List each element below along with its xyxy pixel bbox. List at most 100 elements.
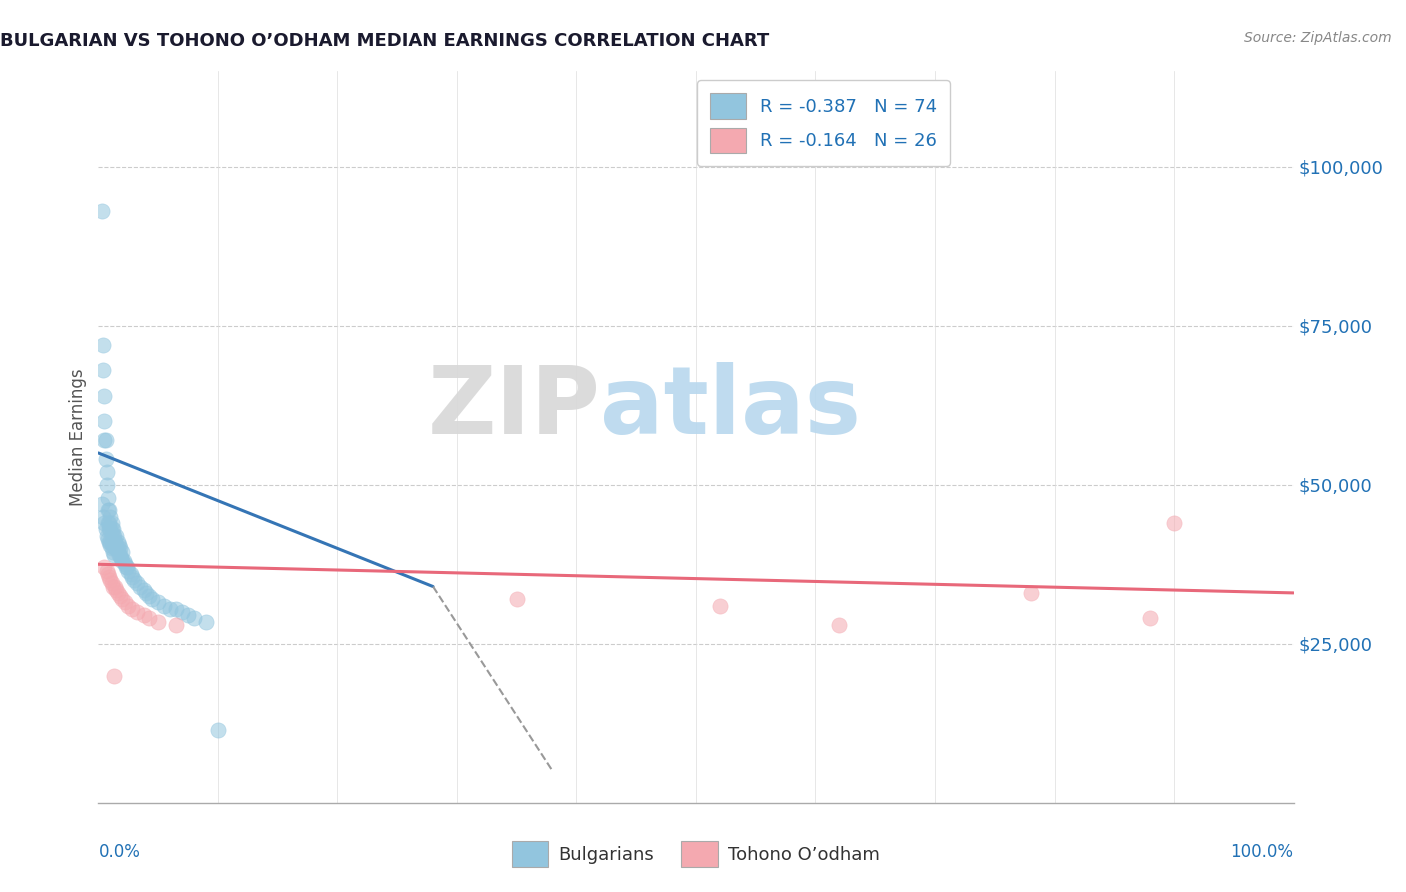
Point [183, 611, 205, 625]
Point [194, 615, 217, 629]
Point [138, 589, 160, 603]
Point [97, 503, 120, 517]
Point [103, 668, 125, 682]
Text: ZIP: ZIP [427, 362, 600, 454]
Point [98, 509, 122, 524]
Point [98, 503, 121, 517]
Text: BULGARIAN VS TOHONO O’ODHAM MEDIAN EARNINGS CORRELATION CHART: BULGARIAN VS TOHONO O’ODHAM MEDIAN EARNI… [0, 32, 769, 50]
Point [104, 535, 127, 549]
Point [103, 548, 125, 562]
Point [101, 529, 124, 543]
Point [159, 602, 181, 616]
Point [98, 522, 121, 536]
Text: atlas: atlas [600, 362, 862, 454]
Point [828, 617, 851, 632]
Point [91, 204, 114, 219]
Point [101, 544, 124, 558]
Point [104, 580, 127, 594]
Point [93, 389, 115, 403]
Point [96, 465, 118, 479]
Text: 0.0%: 0.0% [98, 843, 141, 861]
Point [165, 602, 187, 616]
Point [100, 576, 122, 591]
Point [115, 560, 138, 574]
Legend: Bulgarians, Tohono O’odham: Bulgarians, Tohono O’odham [505, 834, 887, 874]
Point [141, 592, 163, 607]
Point [107, 538, 129, 552]
Point [100, 516, 122, 530]
Point [101, 580, 124, 594]
Point [93, 434, 115, 448]
Point [97, 516, 120, 530]
Point [172, 605, 194, 619]
Point [165, 617, 187, 632]
Point [107, 548, 129, 562]
Point [135, 586, 157, 600]
Point [111, 544, 134, 558]
Point [132, 582, 155, 597]
Point [112, 554, 135, 568]
Point [98, 516, 121, 530]
Point [98, 573, 122, 587]
Point [100, 522, 122, 536]
Point [138, 611, 160, 625]
Point [103, 529, 125, 543]
Point [1163, 516, 1185, 530]
Point [207, 723, 229, 737]
Point [124, 573, 146, 587]
Point [125, 576, 148, 591]
Point [110, 550, 132, 565]
Point [100, 535, 122, 549]
Point [108, 548, 131, 562]
Point [111, 554, 134, 568]
Point [97, 532, 120, 546]
Point [93, 560, 115, 574]
Point [107, 535, 129, 549]
Point [105, 541, 128, 556]
Point [96, 564, 118, 578]
Point [96, 529, 118, 543]
Point [177, 608, 200, 623]
Point [129, 580, 152, 594]
Point [91, 363, 114, 377]
Point [96, 477, 118, 491]
Point [94, 452, 117, 467]
Point [148, 615, 170, 629]
Point [101, 538, 124, 552]
Point [121, 602, 143, 616]
Point [709, 599, 731, 613]
Point [98, 522, 122, 536]
Point [117, 564, 139, 578]
Point [148, 595, 170, 609]
Point [104, 541, 127, 556]
Point [506, 592, 529, 607]
Point [93, 414, 115, 428]
Point [94, 522, 117, 536]
Point [114, 595, 136, 609]
Point [120, 566, 142, 581]
Point [107, 586, 129, 600]
Point [93, 516, 115, 530]
Point [98, 535, 121, 549]
Point [100, 541, 122, 556]
Point [105, 582, 128, 597]
Point [107, 541, 129, 556]
Point [121, 570, 143, 584]
Point [98, 570, 121, 584]
Y-axis label: Median Earnings: Median Earnings [69, 368, 87, 506]
Point [105, 529, 128, 543]
Point [91, 338, 114, 352]
Point [98, 538, 122, 552]
Point [1139, 611, 1161, 625]
Point [97, 491, 120, 505]
Point [153, 599, 176, 613]
Point [1019, 586, 1042, 600]
Point [98, 535, 122, 549]
Point [132, 608, 155, 623]
Point [91, 497, 114, 511]
Text: Source: ZipAtlas.com: Source: ZipAtlas.com [1244, 31, 1392, 45]
Point [117, 599, 139, 613]
Point [125, 605, 148, 619]
Point [97, 566, 120, 581]
Point [91, 509, 114, 524]
